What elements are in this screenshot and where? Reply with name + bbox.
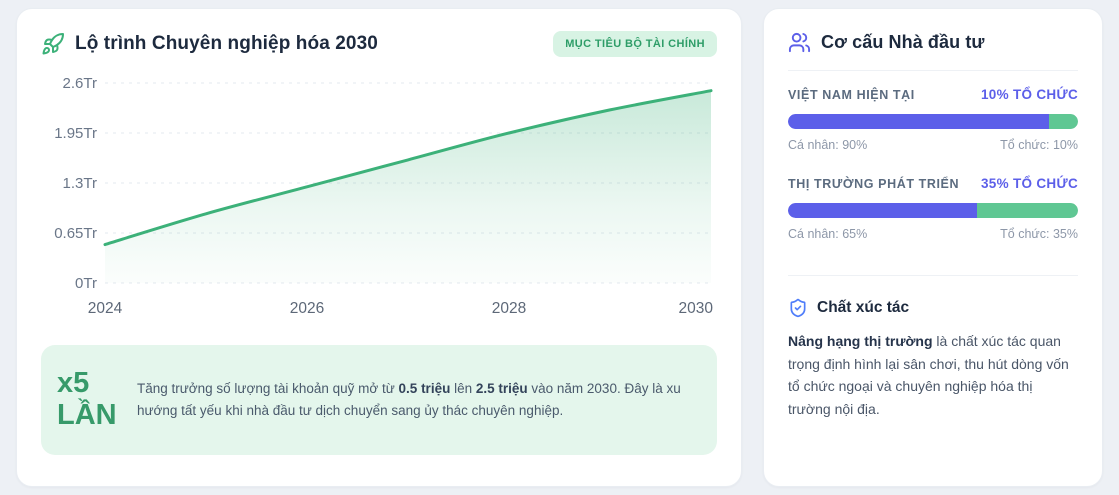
bar-institution-segment [976,203,1078,218]
ratio-bar [788,203,1078,218]
multiplier-line-1: x5 [57,367,90,400]
catalyst-text: Nâng hạng thị trường là chất xúc tác qua… [788,333,1069,418]
stat-header: THỊ TRƯỜNG PHÁT TRIỂN 35% TỔ CHỨC [788,176,1078,191]
ratio-bar [788,114,1078,129]
area-chart-svg: 0Tr 0.65Tr 1.3Tr 1.95Tr 2.6Tr 2024 2026 2028 203… [54,75,714,317]
stat-developed-markets: THỊ TRƯỜNG PHÁT TRIỂN 35% TỔ CHỨC Cá nhâ… [788,176,1078,241]
stat-label: VIỆT NAM HIỆN TẠI [788,87,915,102]
individual-caption: Cá nhân: 90% [788,138,868,152]
svg-text:2024: 2024 [88,300,123,317]
divider [788,275,1078,276]
roadmap-title: Lộ trình Chuyên nghiệp hóa 2030 [75,33,378,54]
users-icon [788,31,811,54]
multiplier-label: x5 LẦN [57,367,121,432]
stat-vietnam-current: VIỆT NAM HIỆN TẠI 10% TỔ CHỨC Cá nhân: 9… [788,87,1078,152]
institution-caption: Tổ chức: 35% [1000,227,1078,241]
stat-header: VIỆT NAM HIỆN TẠI 10% TỔ CHỨC [788,87,1078,102]
roadmap-card-header: Lộ trình Chuyên nghiệp hóa 2030 MỤC TIÊU… [41,31,717,57]
multiplier-line-2: LẦN [57,399,117,431]
catalyst-header: Chất xúc tác [788,298,1078,318]
stat-highlight: 35% TỔ CHỨC [980,176,1078,191]
bar-individual-segment [788,114,1049,129]
svg-text:1.95Tr: 1.95Tr [54,125,97,142]
svg-text:1.3Tr: 1.3Tr [63,175,97,192]
svg-text:0.65Tr: 0.65Tr [54,225,97,242]
stat-highlight: 10% TỔ CHỨC [980,87,1078,102]
stat-captions: Cá nhân: 65% Tổ chức: 35% [788,227,1078,241]
rocket-icon [41,32,65,56]
roadmap-card: Lộ trình Chuyên nghiệp hóa 2030 MỤC TIÊU… [16,8,742,487]
svg-text:2026: 2026 [290,300,324,317]
individual-caption: Cá nhân: 65% [788,227,868,241]
divider [788,70,1078,71]
institution-caption: Tổ chức: 10% [1000,138,1078,152]
shield-check-icon [788,298,808,318]
bar-institution-segment [1049,114,1078,129]
stat-label: THỊ TRƯỜNG PHÁT TRIỂN [788,176,960,191]
stat-captions: Cá nhân: 90% Tổ chức: 10% [788,138,1078,152]
bar-individual-segment [788,203,977,218]
investor-title: Cơ cấu Nhà đầu tư [821,32,985,52]
investor-card-header: Cơ cấu Nhà đầu tư [788,31,1078,54]
ministry-target-badge: MỤC TIÊU BỘ TÀI CHÍNH [553,31,717,57]
svg-text:0Tr: 0Tr [75,275,97,292]
svg-text:2.6Tr: 2.6Tr [63,75,97,92]
insight-text: Tăng trưởng số lượng tài khoản quỹ mở từ… [137,381,681,418]
catalyst-title: Chất xúc tác [817,299,910,316]
growth-insight-box: x5 LẦN Tăng trưởng số lượng tài khoản qu… [41,345,717,455]
svg-text:2030: 2030 [679,300,714,317]
investor-structure-card: Cơ cấu Nhà đầu tư VIỆT NAM HIỆN TẠI 10% … [763,8,1103,487]
svg-text:2028: 2028 [492,300,526,317]
catalyst-section: Chất xúc tác Nâng hạng thị trường là chấ… [788,298,1078,421]
growth-area-chart: 0Tr 0.65Tr 1.3Tr 1.95Tr 2.6Tr 2024 2026 2028 203… [41,73,717,325]
